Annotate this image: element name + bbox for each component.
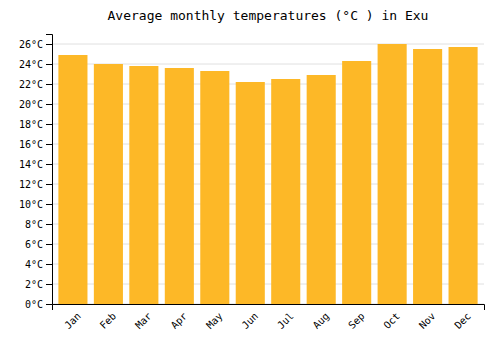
tick: May: [204, 310, 225, 331]
tick-mark: [46, 44, 52, 45]
tick-label: Aug: [311, 310, 332, 331]
grid-line: [52, 44, 484, 45]
tick-label: 26°C: [19, 39, 43, 50]
tick: Jun: [240, 310, 261, 331]
tick: Nov: [417, 310, 438, 331]
tick: Feb: [98, 310, 119, 331]
tick-label: May: [204, 310, 225, 331]
tick-mark: [46, 304, 52, 305]
tick: 10°C: [19, 199, 52, 210]
x-axis: Jan Feb Mar Apr May Jun Jul Aug Sep Oct Nov Dec: [53, 305, 485, 331]
tick: 22°C: [19, 79, 52, 90]
axis-line: [46, 35, 53, 305]
tick: Apr: [169, 310, 190, 331]
tick-label: 16°C: [19, 139, 43, 150]
tick: 26°C: [19, 39, 52, 50]
tick-label: Sep: [346, 310, 367, 331]
tick-mark: [46, 64, 52, 65]
tick-label: Jun: [240, 310, 261, 331]
bar: [165, 68, 194, 304]
tick: 2°C: [25, 279, 52, 290]
tick-label: Oct: [381, 310, 402, 331]
tick-mark: [46, 204, 52, 205]
axis-line: [53, 305, 485, 311]
tick: Dec: [452, 310, 473, 331]
tick: 12°C: [19, 179, 52, 190]
tick-label: Dec: [452, 310, 473, 331]
tick-label: 24°C: [19, 59, 43, 70]
tick: 16°C: [19, 139, 52, 150]
plot: 0°C 2°C 4°C 6°C 8°C 10°C 12°C 14°C 16°C 18°C 20°C 2…: [19, 35, 485, 331]
grid: [52, 44, 484, 304]
tick-label: 6°C: [25, 239, 43, 250]
tick: Oct: [381, 310, 402, 331]
tick: 6°C: [25, 239, 52, 250]
tick: 4°C: [25, 259, 52, 270]
tick-label: 20°C: [19, 99, 43, 110]
tick-label: Feb: [98, 310, 119, 331]
tick: Aug: [311, 310, 332, 331]
tick: Jan: [62, 310, 83, 331]
tick: 0°C: [25, 299, 52, 310]
tick: 18°C: [19, 119, 52, 130]
tick: 8°C: [25, 219, 52, 230]
tick-mark: [46, 124, 52, 125]
tick-label: 2°C: [25, 279, 43, 290]
tick-label: 4°C: [25, 259, 43, 270]
tick-mark: [46, 224, 52, 225]
tick-label: Jan: [62, 310, 83, 331]
tick-label: 8°C: [25, 219, 43, 230]
title: Average monthly temperatures (°C ) in Ex…: [108, 8, 429, 23]
tick-label: Apr: [169, 310, 190, 331]
tick: Sep: [346, 310, 367, 331]
tick-mark: [46, 284, 52, 285]
tick: 24°C: [19, 59, 52, 70]
chart: 0°C 2°C 4°C 6°C 8°C 10°C 12°C 14°C 16°C 18°C 20°C 2…: [0, 0, 500, 350]
tick-mark: [46, 264, 52, 265]
tick: Jul: [275, 310, 296, 331]
tick-label: Jul: [275, 310, 296, 331]
tick-label: 18°C: [19, 119, 43, 130]
bar: [271, 79, 300, 304]
bar: [307, 75, 336, 304]
tick: Mar: [133, 310, 154, 331]
tick-mark: [46, 84, 52, 85]
bar: [413, 49, 442, 304]
tick-mark: [46, 244, 52, 245]
tick-mark: [46, 164, 52, 165]
tick-label: 12°C: [19, 179, 43, 190]
tick-mark: [46, 104, 52, 105]
bar: [200, 71, 229, 304]
tick-label: 14°C: [19, 159, 43, 170]
bar: [58, 55, 87, 304]
tick-label: Mar: [133, 310, 154, 331]
tick-mark: [46, 144, 52, 145]
bar: [378, 44, 407, 304]
bar: [236, 82, 265, 304]
bars: [58, 44, 477, 304]
bar: [449, 47, 478, 304]
tick-label: Nov: [417, 310, 438, 331]
tick: 14°C: [19, 159, 52, 170]
tick-mark: [46, 184, 52, 185]
tick-label: 10°C: [19, 199, 43, 210]
bar: [94, 64, 123, 304]
bar: [129, 66, 158, 304]
tick: 20°C: [19, 99, 52, 110]
tick-label: 22°C: [19, 79, 43, 90]
tick-label: 0°C: [25, 299, 43, 310]
y-axis: 0°C 2°C 4°C 6°C 8°C 10°C 12°C 14°C 16°C 18°C 20°C 2…: [19, 35, 53, 310]
bar: [342, 61, 371, 304]
